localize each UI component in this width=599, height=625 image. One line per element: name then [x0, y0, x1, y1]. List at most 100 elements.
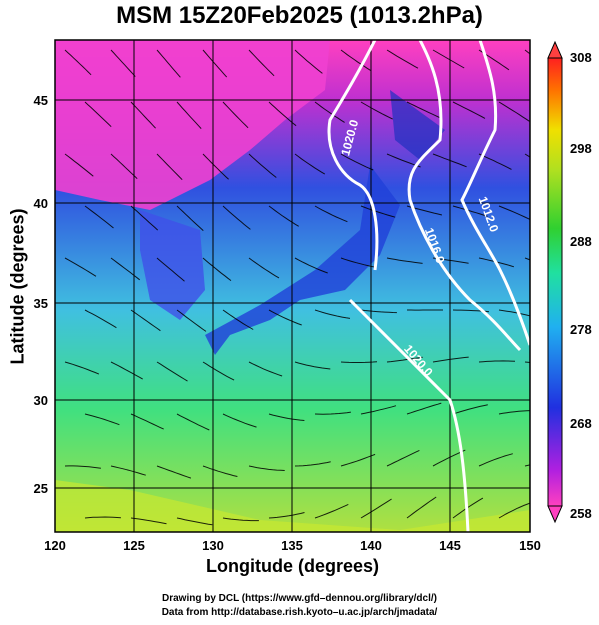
streamline [156, 465, 192, 479]
streamline [176, 517, 213, 526]
streamline [64, 153, 94, 177]
isobars [327, 40, 530, 532]
streamline [248, 465, 285, 471]
x-ticks: 120 125 130 135 140 145 150 [44, 538, 541, 553]
streamline [294, 361, 331, 370]
streamline [130, 413, 164, 430]
honshu [205, 165, 400, 355]
streamline [156, 257, 185, 282]
streamline [386, 49, 419, 69]
x-tick-label: 125 [123, 538, 145, 553]
streamline [314, 503, 349, 519]
streamline [110, 361, 143, 380]
streamline [452, 205, 488, 217]
streamline [176, 309, 207, 332]
streamline [386, 257, 423, 264]
streamline [202, 153, 229, 180]
streamline [498, 410, 530, 415]
streamline [478, 453, 513, 467]
streamline [110, 465, 146, 476]
streamline [432, 49, 465, 69]
credit-data: Data from http://database.rish.kyoto–u.a… [161, 607, 438, 618]
streamline [498, 205, 530, 221]
streamline [130, 205, 159, 231]
streamline [248, 153, 277, 178]
streamline [452, 101, 486, 119]
y-ticks: 25 30 35 40 45 [34, 93, 48, 496]
streamline [110, 153, 138, 180]
streamline [268, 309, 302, 326]
colorbar-lower-arrow [547, 505, 563, 524]
streamline [110, 49, 136, 77]
streamline [406, 402, 442, 415]
streamline [176, 205, 204, 231]
streamline [360, 309, 397, 314]
streamline [340, 49, 371, 71]
x-tick-label: 130 [202, 538, 224, 553]
streamline [432, 356, 469, 363]
streamline [248, 257, 280, 279]
streamline [64, 257, 97, 277]
streamline [130, 517, 167, 525]
credit-drawing: Drawing by DCL (https://www.gfd–dennou.o… [161, 593, 437, 604]
streamline [498, 101, 530, 122]
streamline [64, 361, 100, 375]
streamline [110, 257, 141, 281]
colorbar-tick-label: 308 [570, 50, 592, 65]
streamline [84, 516, 121, 519]
streamline [130, 101, 156, 129]
streamline [222, 413, 257, 428]
streamline [314, 309, 351, 319]
colorbar-tick-label: 258 [570, 506, 592, 521]
cold-region [55, 40, 330, 210]
streamline [294, 49, 323, 74]
streamline [84, 413, 120, 426]
isobar-line [460, 40, 530, 346]
streamline [478, 153, 512, 170]
streamline [406, 496, 437, 519]
plot-frame [54, 39, 531, 533]
hokkaido [390, 90, 445, 160]
streamline [340, 453, 376, 467]
streamline [156, 361, 188, 382]
streamline [340, 257, 376, 268]
x-tick-label: 150 [519, 538, 541, 553]
streamline [176, 101, 202, 129]
streamline [222, 205, 251, 230]
streamline [84, 309, 117, 329]
korea-peninsula [140, 210, 205, 320]
streamline [314, 101, 345, 123]
streamline [222, 101, 249, 129]
streamline [360, 498, 392, 519]
y-tick-label: 45 [34, 93, 48, 108]
colorbar-upper-arrow [547, 40, 563, 59]
streamline [360, 405, 397, 415]
x-tick-label: 135 [281, 538, 303, 553]
streamline [130, 309, 161, 332]
streamline [84, 205, 114, 229]
colorbar-scale [547, 57, 563, 507]
colorbar-tick-label: 268 [570, 416, 592, 431]
x-tick-label: 145 [439, 538, 461, 553]
streamline [248, 49, 275, 77]
streamline [176, 413, 210, 431]
chart-title: MSM 15Z20Feb2025 (1013.2hPa) [116, 2, 483, 29]
y-tick-label: 35 [34, 296, 48, 311]
streamline [202, 49, 228, 78]
streamline [268, 205, 299, 227]
streamline [268, 101, 297, 127]
streamline [386, 449, 420, 467]
streamline [340, 153, 374, 171]
streamline [386, 356, 423, 363]
streamline [202, 465, 238, 477]
colorbar-tick-label: 298 [570, 141, 592, 156]
x-tick-label: 120 [44, 538, 66, 553]
streamline [268, 512, 305, 519]
x-axis-label: Longitude (degrees) [205, 556, 379, 576]
streamline [248, 361, 283, 377]
streamline [360, 101, 393, 120]
y-tick-label: 40 [34, 196, 48, 211]
streamline [406, 101, 440, 118]
streamline [314, 205, 348, 223]
colorbar-tick-label: 288 [570, 234, 592, 249]
